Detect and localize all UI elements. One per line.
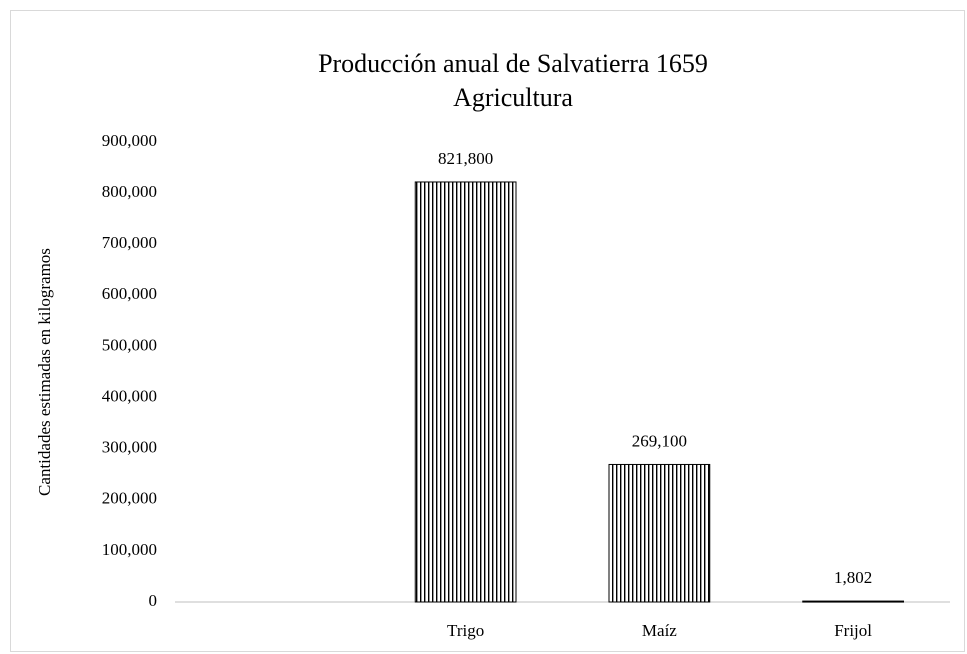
bar xyxy=(608,463,711,603)
bar xyxy=(414,181,517,603)
data-label: 269,100 xyxy=(632,431,687,450)
y-tick-label: 200,000 xyxy=(102,489,157,508)
chart-subtitle: Agricultura xyxy=(453,83,573,112)
y-tick-label: 900,000 xyxy=(102,131,157,150)
y-tick-label: 400,000 xyxy=(102,386,157,405)
y-tick-label: 600,000 xyxy=(102,284,157,303)
data-label: 821,800 xyxy=(438,149,493,168)
y-tick-label: 700,000 xyxy=(102,233,157,252)
x-tick-label: Frijol xyxy=(834,621,872,640)
y-tick-label: 0 xyxy=(149,591,158,610)
bar xyxy=(802,600,904,603)
y-tick-label: 100,000 xyxy=(102,540,157,559)
y-tick-label: 300,000 xyxy=(102,438,157,457)
y-tick-label: 500,000 xyxy=(102,335,157,354)
y-axis-label: Cantidades estimadas en kilogramos xyxy=(35,248,54,496)
x-tick-label: Maíz xyxy=(642,621,677,640)
chart-title: Producción anual de Salvatierra 1659 xyxy=(318,49,708,78)
data-label: 1,802 xyxy=(834,568,872,587)
y-tick-label: 800,000 xyxy=(102,182,157,201)
x-tick-label: Trigo xyxy=(447,621,484,640)
